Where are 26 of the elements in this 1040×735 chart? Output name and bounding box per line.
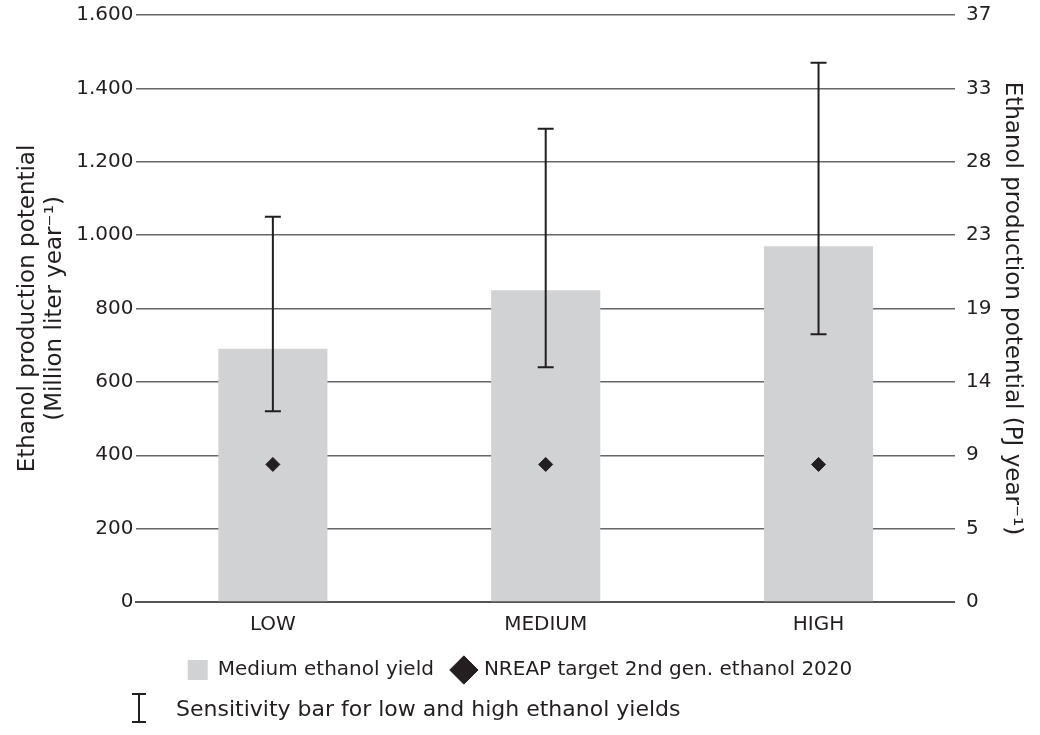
y2-tick-label: 33 — [965, 74, 992, 99]
y-tick-label: 800 — [95, 294, 134, 319]
x-tick-label: LOW — [249, 611, 297, 636]
y2-tick-label: 19 — [965, 294, 992, 319]
y2-tick-label: 9 — [965, 441, 979, 466]
y2-tick-label: 0 — [965, 588, 979, 613]
y-tick-label: 0 — [120, 588, 134, 613]
y2-tick-label: 5 — [965, 514, 979, 539]
y-tick-label: 1.000 — [76, 221, 134, 246]
y2-tick-label: 28 — [965, 147, 992, 172]
y-tick-label: 1.400 — [76, 74, 134, 99]
x-tick-label: MEDIUM — [504, 611, 588, 636]
y-tick-label: 600 — [95, 368, 134, 393]
y-tick-label: 1.200 — [76, 147, 134, 172]
y-tick-label: 1.600 — [76, 1, 134, 26]
legend-label: Medium ethanol yield — [217, 656, 434, 681]
legend-label: NREAP target 2nd gen. ethanol 2020 — [483, 656, 853, 681]
y-tick-label: 400 — [95, 441, 134, 466]
text: Sensitivity bar for low and high ethanol yields — [176, 695, 681, 721]
y-tick-label: 200 — [95, 514, 134, 539]
y2-tick-label: 37 — [965, 1, 992, 26]
y2-tick-label: 23 — [965, 221, 992, 246]
y-axis-title: Ethanol production potential (Million liter year⁻¹) — [12, 144, 67, 473]
y2-axis-title: Ethanol production potential (PJ year⁻¹) — [1001, 81, 1028, 536]
x-tick-label: HIGH — [792, 611, 845, 636]
y2-tick-label: 14 — [965, 368, 992, 393]
